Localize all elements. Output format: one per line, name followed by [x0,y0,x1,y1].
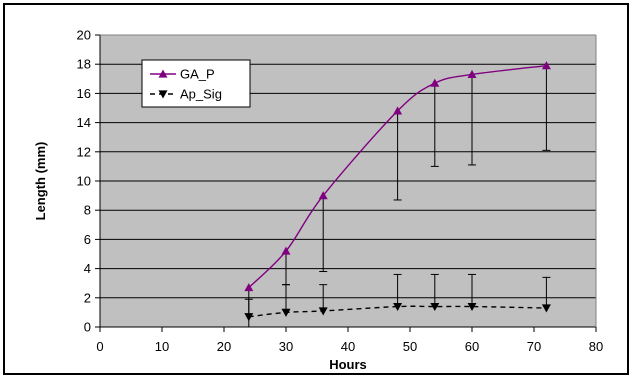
data-point-ga-p [467,69,477,79]
x-tick-label: 20 [217,339,231,354]
y-tick-label: 6 [84,232,91,247]
x-axis-ticks: 0 10 20 30 40 50 60 70 80 [96,327,603,354]
data-point-ap-sig [393,302,403,312]
legend-marker-ap-sig [158,90,168,99]
legend-label-ap-sig: Ap_Sig [180,87,222,102]
x-tick-label: 80 [589,339,603,354]
y-axis-ticks: 0 2 4 6 8 10 12 14 16 18 20 [77,28,100,335]
legend: GA_P Ap_Sig [141,59,251,108]
data-point-ap-sig [541,304,551,313]
data-point-ga-p [430,78,440,87]
data-point-ap-sig [318,307,328,316]
data-point-ga-p [393,106,403,115]
y-axis-label: Length (mm) [33,142,48,221]
y-tick-label: 20 [77,28,91,43]
y-tick-label: 12 [77,144,91,159]
data-point-ga-p [541,61,551,70]
x-axis-label: Hours [329,357,367,372]
data-point-ga-p [318,191,328,200]
legend-marker-ga-p [158,69,168,78]
data-point-ap-sig [430,302,440,312]
y-tick-label: 14 [77,115,91,130]
chart-frame: 0 10 20 30 40 50 60 70 80 0 2 4 6 8 10 12 14 16 18 20 Hour… [3,3,629,375]
data-point-ap-sig [467,302,477,312]
legend-box [141,59,251,108]
x-tick-label: 70 [527,339,541,354]
x-tick-label: 60 [465,339,479,354]
x-tick-label: 10 [155,339,169,354]
series-markers [244,61,551,322]
legend-label-ga-p: GA_P [180,67,215,82]
x-tick-label: 30 [279,339,293,354]
y-tick-label: 10 [77,174,91,189]
y-tick-label: 2 [84,290,91,305]
data-point-ga-p [244,283,254,292]
x-tick-label: 50 [403,339,417,354]
y-tick-label: 0 [84,320,91,335]
line-chart: 0 10 20 30 40 50 60 70 80 0 2 4 6 8 10 12 14 16 18 20 Hour… [33,28,603,373]
y-tick-label: 18 [77,57,91,72]
data-point-ga-p [281,246,291,255]
y-tick-label: 8 [84,203,91,218]
data-point-ap-sig [281,308,291,317]
x-tick-label: 40 [341,339,355,354]
data-point-ap-sig [244,313,254,322]
y-tick-label: 16 [77,86,91,101]
x-tick-label: 0 [96,339,103,354]
y-tick-label: 4 [84,261,91,276]
